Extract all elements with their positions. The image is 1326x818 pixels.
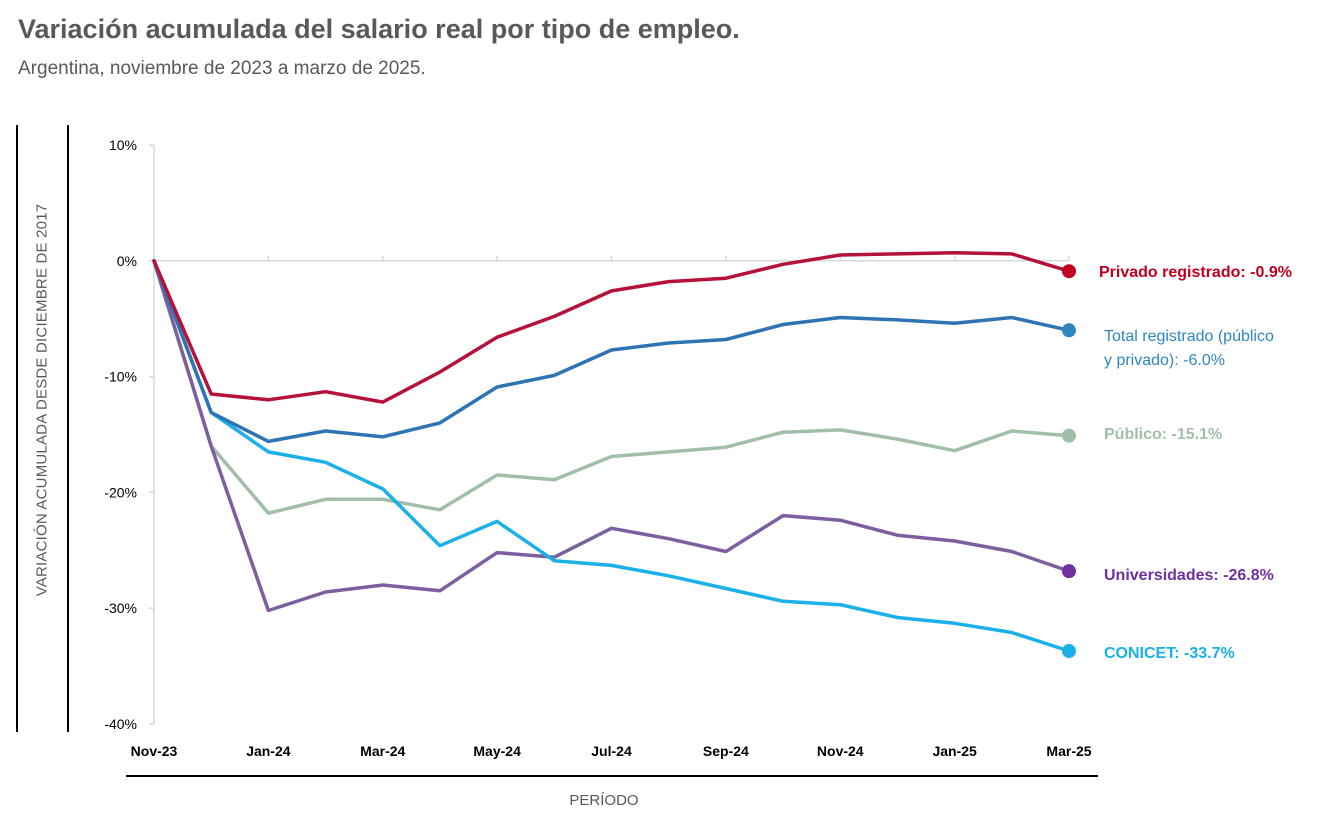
series-end-marker-publico [1062,428,1076,443]
x-tick-labels: Nov-23 Jan-24 Mar-24 May-24 Jul-24 Sep-24 Nov-… [131,743,1092,759]
series-end-marker-conicet [1062,644,1076,659]
series-end-marker-privado [1062,264,1076,279]
x-tick-label: Sep-24 [703,743,749,759]
x-axis-label: PERÍODO [569,792,639,809]
x-tick-label: Nov-24 [817,743,864,759]
x-tick-label: Mar-24 [360,743,405,759]
series-label-conicet-text: CONICET: -33.7% [1104,645,1235,662]
y-label-border-line [67,125,69,732]
x-tick-label: Nov-23 [131,743,178,759]
x-axis-underline [126,775,1098,777]
x-tick-label: Jan-25 [932,743,977,759]
series-line-conicet [152,259,1071,653]
y-tick-label: -30% [104,600,137,616]
y-tick-label: -10% [104,369,137,385]
chart-title: Variación acumulada del salario real por… [18,14,740,44]
y-tick-label: -20% [104,484,137,500]
series-label-privado: Privado registrado: -0.9% [1099,261,1292,285]
y-tick-labels: 10% 0% -10% -20% -30% -40% [104,137,137,732]
x-tick-label: Mar-25 [1046,743,1091,759]
series-end-marker-universidades [1062,564,1076,579]
series-end-marker-total [1062,323,1076,338]
series-label-universidades-text: Universidades: -26.8% [1104,567,1274,584]
series-line-privado [152,250,1071,404]
left-border-line [16,125,18,732]
series-line-universidades [152,259,1071,613]
series-label-conicet: CONICET: -33.7% [1104,642,1235,666]
series-label-universidades: Universidades: -26.8% [1104,564,1274,588]
series-label-publico: Público: -15.1% [1104,423,1222,447]
y-tick-label: -40% [104,716,137,732]
series-lines [152,250,1071,653]
x-tick-label: May-24 [473,743,521,759]
series-label-total-line1: Total registrado (público [1104,328,1274,345]
x-tick-label: Jan-24 [246,743,291,759]
gridlines [149,144,1070,725]
series-label-total: Total registrado (público y privado): -6… [1104,325,1274,373]
y-tick-label: 0% [117,253,137,269]
series-line-publico [152,259,1071,515]
y-tick-label: 10% [109,137,137,153]
series-line-total [152,259,1071,444]
x-tick-label: Jul-24 [591,743,632,759]
series-label-total-line2: y privado): -6.0% [1104,352,1225,369]
chart-subtitle: Argentina, noviembre de 2023 a marzo de … [18,58,426,79]
series-label-privado-text: Privado registrado: -0.9% [1099,264,1292,281]
series-label-publico-text: Público: -15.1% [1104,426,1223,443]
series-end-markers [1062,264,1076,659]
